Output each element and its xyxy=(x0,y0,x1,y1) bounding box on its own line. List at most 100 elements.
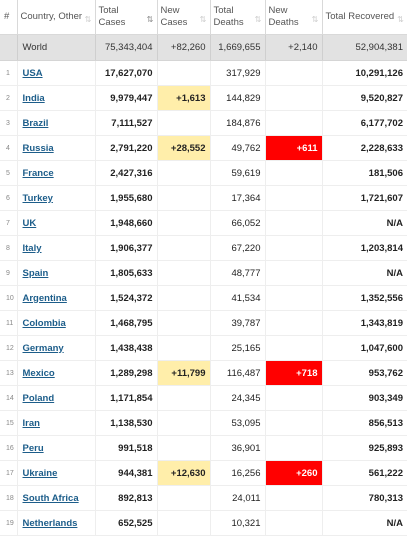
sort-arrows-icon[interactable]: ⇅ xyxy=(146,15,154,24)
total-deaths-cell: 53,095 xyxy=(210,410,266,436)
new-cases-cell xyxy=(157,260,211,286)
table-row: 1 USA 17,627,070 317,929 10,291,126 xyxy=(0,60,407,86)
total-deaths-cell: 116,487 xyxy=(210,360,266,386)
total-recovered-cell: 925,893 xyxy=(322,435,407,461)
country-link[interactable]: France xyxy=(22,167,54,179)
country-cell: Poland xyxy=(17,385,96,411)
new-cases-cell xyxy=(157,235,211,261)
total-recovered-cell: N/A xyxy=(322,260,407,286)
sort-arrows-icon[interactable]: ⇅ xyxy=(84,15,92,24)
total-deaths-cell: 24,011 xyxy=(210,485,266,511)
table-row: 13 Mexico 1,289,298 +11,799 116,487 +718 953,7… xyxy=(0,360,407,386)
new-deaths-cell xyxy=(265,485,323,511)
total-recovered-cell: 1,203,814 xyxy=(322,235,407,261)
row-number: 4 xyxy=(0,135,18,161)
sort-arrows-icon[interactable]: ⇅ xyxy=(254,15,262,24)
world-total-recovered: 52,904,381 xyxy=(322,34,407,61)
country-link[interactable]: Russia xyxy=(22,142,54,154)
country-link[interactable]: Ukraine xyxy=(22,467,58,479)
total-cases-cell: 1,948,660 xyxy=(95,210,158,236)
country-link[interactable]: Italy xyxy=(22,242,42,254)
new-cases-cell xyxy=(157,210,211,236)
country-cell: Ukraine xyxy=(17,460,96,486)
table-row: 2 India 9,979,447 +1,613 144,829 9,520,827 xyxy=(0,85,407,111)
country-link[interactable]: India xyxy=(22,92,45,104)
country-link[interactable]: Germany xyxy=(22,342,64,354)
row-number: 12 xyxy=(0,335,18,361)
total-cases-cell: 944,381 xyxy=(95,460,158,486)
country-link[interactable]: Poland xyxy=(22,392,55,404)
row-number: 11 xyxy=(0,310,18,336)
country-cell: Peru xyxy=(17,435,96,461)
new-cases-cell xyxy=(157,185,211,211)
country-link[interactable]: Brazil xyxy=(22,117,49,129)
header-num[interactable]: # xyxy=(0,0,18,35)
row-number: 7 xyxy=(0,210,18,236)
country-link[interactable]: USA xyxy=(22,67,43,79)
new-cases-cell xyxy=(157,435,211,461)
country-link[interactable]: UK xyxy=(22,217,37,229)
country-link[interactable]: South Africa xyxy=(22,492,79,504)
row-number: 14 xyxy=(0,385,18,411)
total-recovered-cell: 1,721,607 xyxy=(322,185,407,211)
total-recovered-cell: 6,177,702 xyxy=(322,110,407,136)
country-cell: Argentina xyxy=(17,285,96,311)
row-number: 19 xyxy=(0,510,18,536)
total-deaths-cell: 10,321 xyxy=(210,510,266,536)
country-cell: Germany xyxy=(17,335,96,361)
table-row: 15 Iran 1,138,530 53,095 856,513 xyxy=(0,410,407,436)
world-row: World 75,343,404 +82,260 1,669,655 +2,14… xyxy=(0,34,407,61)
sort-arrows-icon[interactable]: ⇅ xyxy=(199,15,207,24)
total-recovered-cell: 780,313 xyxy=(322,485,407,511)
country-link[interactable]: Netherlands xyxy=(22,517,78,529)
total-deaths-cell: 59,619 xyxy=(210,160,266,186)
row-number: 16 xyxy=(0,435,18,461)
total-deaths-cell: 16,256 xyxy=(210,460,266,486)
country-link[interactable]: Turkey xyxy=(22,192,53,204)
sort-arrows-icon[interactable]: ⇅ xyxy=(397,15,404,24)
total-recovered-cell: 1,343,819 xyxy=(322,310,407,336)
total-cases-cell: 1,438,438 xyxy=(95,335,158,361)
row-number: 3 xyxy=(0,110,18,136)
total-recovered-cell: N/A xyxy=(322,510,407,536)
new-deaths-cell xyxy=(265,85,323,111)
new-cases-cell: +11,799 xyxy=(157,360,211,386)
country-cell: Brazil xyxy=(17,110,96,136)
row-number: 2 xyxy=(0,85,18,111)
row-number: 10 xyxy=(0,285,18,311)
table-row: 17 Ukraine 944,381 +12,630 16,256 +260 561,222 xyxy=(0,460,407,486)
country-link[interactable]: Spain xyxy=(22,267,49,279)
total-cases-cell: 1,138,530 xyxy=(95,410,158,436)
total-cases-cell: 2,427,316 xyxy=(95,160,158,186)
country-link[interactable]: Argentina xyxy=(22,292,67,304)
new-cases-cell xyxy=(157,110,211,136)
total-deaths-cell: 25,165 xyxy=(210,335,266,361)
country-cell: India xyxy=(17,85,96,111)
table-row: 12 Germany 1,438,438 25,165 1,047,600 xyxy=(0,335,407,361)
country-link[interactable]: Mexico xyxy=(22,367,55,379)
header-country[interactable]: Country, Other ⇅ xyxy=(16,0,96,35)
header-total-deaths[interactable]: Total Deaths ⇅ xyxy=(209,0,266,35)
country-cell: France xyxy=(17,160,96,186)
row-number: 8 xyxy=(0,235,18,261)
header-new-cases[interactable]: New Cases ⇅ xyxy=(156,0,211,35)
header-total-cases[interactable]: Total Cases ⇅ xyxy=(94,0,158,35)
country-cell: Mexico xyxy=(17,360,96,386)
total-cases-cell: 1,171,854 xyxy=(95,385,158,411)
country-link[interactable]: Colombia xyxy=(22,317,66,329)
header-new-deaths[interactable]: New Deaths ⇅ xyxy=(264,0,323,35)
total-cases-cell: 1,955,680 xyxy=(95,185,158,211)
total-recovered-cell: 9,520,827 xyxy=(322,85,407,111)
country-link[interactable]: Peru xyxy=(22,442,44,454)
row-number: 6 xyxy=(0,185,18,211)
total-recovered-cell: 903,349 xyxy=(322,385,407,411)
header-total-recovered[interactable]: Total Recovered ⇅ xyxy=(321,0,407,35)
table-row: 14 Poland 1,171,854 24,345 903,349 xyxy=(0,385,407,411)
new-cases-cell: +1,613 xyxy=(157,85,211,111)
table-header-row: # Country, Other ⇅ Total Cases ⇅ New Cases… xyxy=(0,0,407,35)
sort-arrows-icon[interactable]: ⇅ xyxy=(311,15,319,24)
table-row: 16 Peru 991,518 36,901 925,893 xyxy=(0,435,407,461)
country-link[interactable]: Iran xyxy=(22,417,40,429)
country-cell: UK xyxy=(17,210,96,236)
